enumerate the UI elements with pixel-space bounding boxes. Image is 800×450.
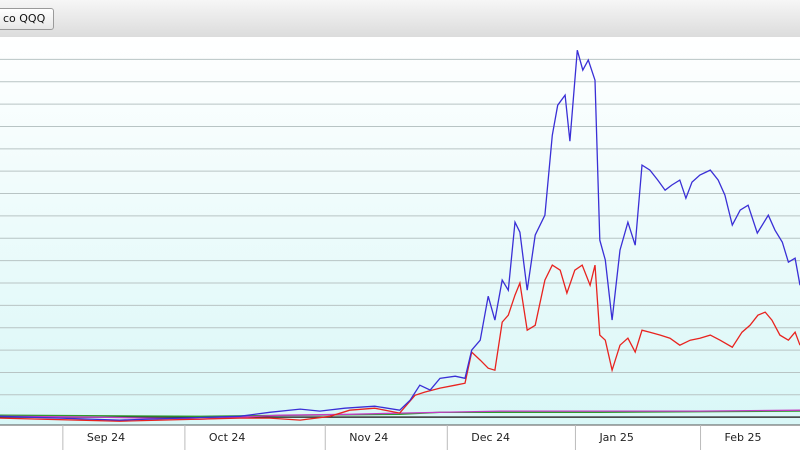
series-line: [0, 410, 800, 417]
x-axis-strip: [0, 425, 800, 450]
series: [0, 50, 800, 422]
x-tick-label: Sep 24: [87, 431, 125, 444]
legend-button[interactable]: co QQQ: [0, 8, 55, 30]
series-line: [0, 409, 800, 420]
toolbar: [0, 0, 800, 37]
series-line: [0, 50, 800, 421]
series-line: [0, 264, 800, 422]
x-tick-label: Feb 25: [725, 431, 762, 444]
x-tick-label: Oct 24: [209, 431, 246, 444]
x-tick-label: Jan 25: [598, 431, 633, 444]
x-tick-label: Dec 24: [471, 431, 510, 444]
grid: [0, 58, 800, 418]
plot-area: [0, 37, 800, 425]
x-tick-label: Nov 24: [349, 431, 388, 444]
